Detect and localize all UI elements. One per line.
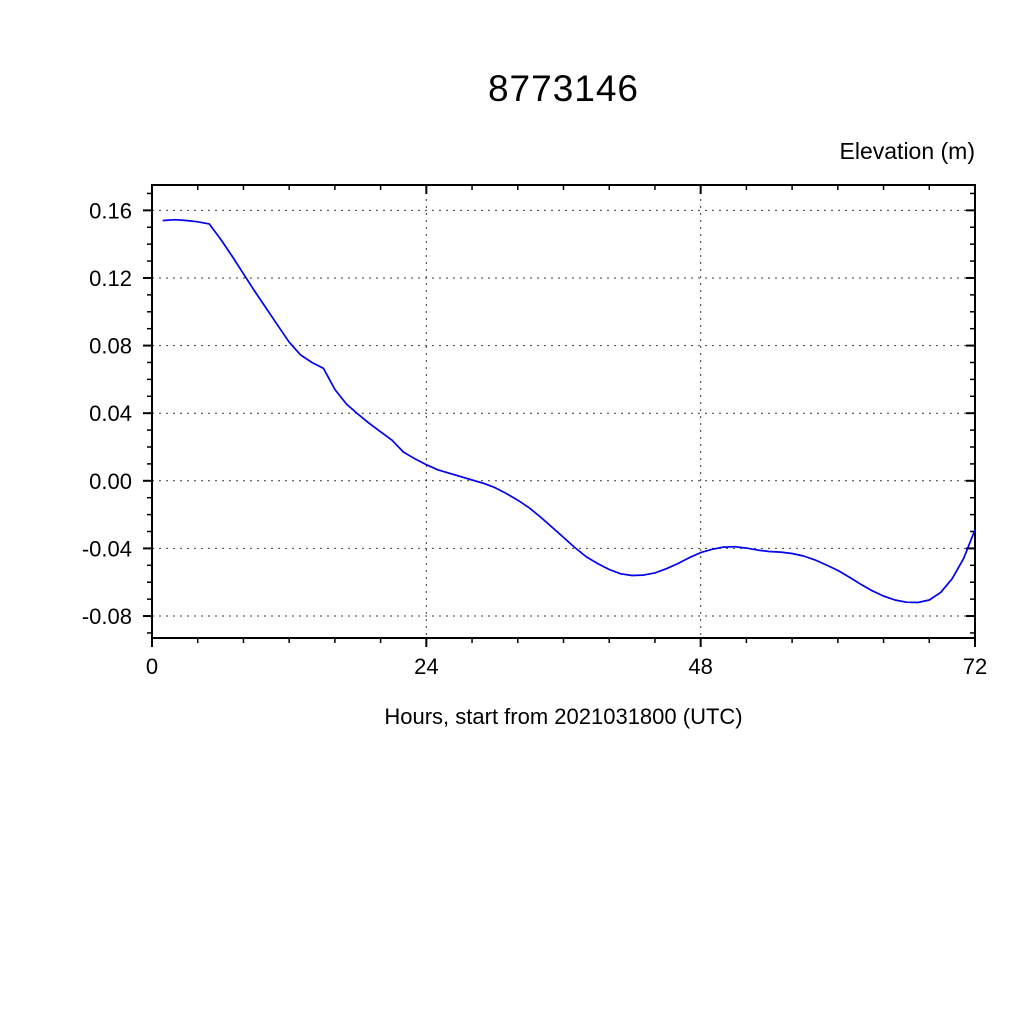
y-tick-label: -0.08 xyxy=(82,604,132,629)
y-tick-label: -0.04 xyxy=(82,536,132,561)
series-line-elevation xyxy=(162,218,976,604)
x-tick-label: 72 xyxy=(963,654,987,679)
x-tick-label: 0 xyxy=(146,654,158,679)
x-tick-label: 48 xyxy=(688,654,712,679)
x-axis-title: Hours, start from 2021031800 (UTC) xyxy=(384,704,743,729)
plot-frame xyxy=(151,184,976,639)
chart-title: 8773146 xyxy=(487,68,640,109)
y-tick-label: 0.04 xyxy=(89,401,132,426)
y-tick-label: 0.08 xyxy=(89,334,132,359)
y-axis-title: Elevation (m) xyxy=(839,138,975,164)
y-tick-label: 0.12 xyxy=(89,266,132,291)
y-tick-label: 0.00 xyxy=(89,469,132,494)
y-tick-label: 0.16 xyxy=(89,198,132,223)
x-tick-label: 24 xyxy=(414,654,438,679)
